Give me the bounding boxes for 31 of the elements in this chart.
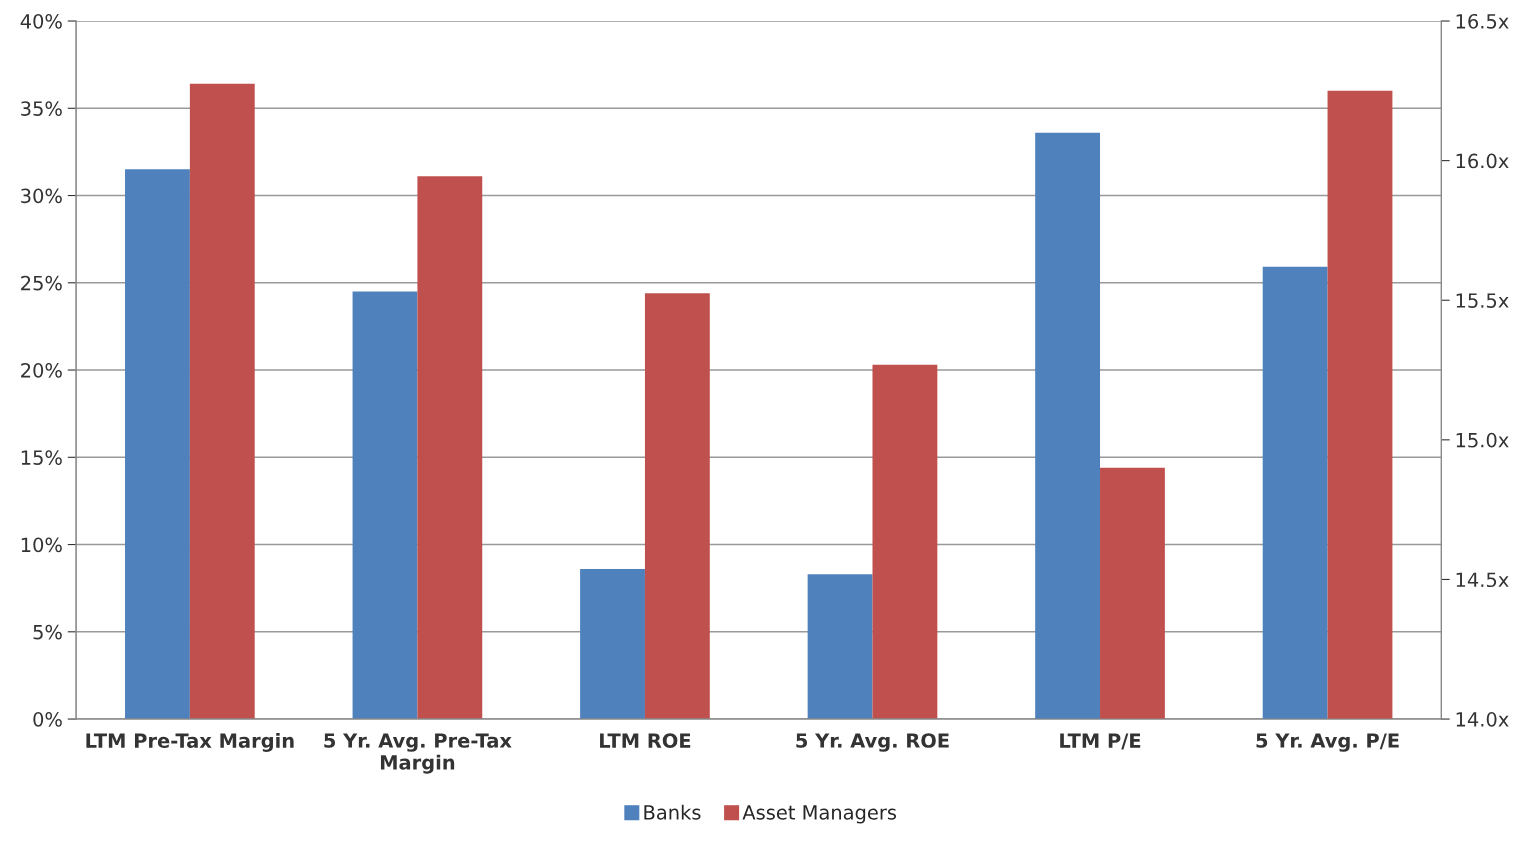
- y-tick-label: 5%: [33, 624, 62, 640]
- bar: [872, 364, 938, 720]
- x-tick-label: LTM P/E: [1060, 733, 1141, 750]
- bar: [807, 574, 873, 720]
- y2-tick-label: 14.0x: [1456, 712, 1509, 727]
- y2-tick-label: 14.5x: [1456, 572, 1509, 588]
- y2-tick-label: 15.0x: [1456, 432, 1509, 448]
- y2-tick-label: 16.0x: [1456, 153, 1509, 169]
- y-tick-label: 0%: [33, 712, 62, 727]
- bar: [417, 176, 483, 720]
- y-tick-label: 40%: [20, 13, 62, 29]
- y-tick-label: 35%: [21, 101, 62, 116]
- x-tick-label: 5 Yr. Avg. Pre-Tax Margin: [324, 733, 512, 774]
- bar: [189, 83, 255, 720]
- x-tick-label: 5 Yr. Avg. P/E: [1256, 733, 1399, 752]
- y-tick-label: 25%: [21, 275, 62, 291]
- x-tick-label: LTM ROE: [600, 733, 691, 748]
- y-tick-label: 10%: [21, 537, 62, 553]
- legend-label: Banks: [644, 804, 701, 820]
- x-tick-label: 5 Yr. Avg. ROE: [796, 733, 949, 752]
- y-tick-label: 20%: [21, 363, 62, 378]
- bar: [580, 568, 645, 720]
- bar: [125, 169, 190, 720]
- legend-label: Asset Managers: [742, 805, 897, 824]
- y2-tick-label: 16.5x: [1456, 13, 1509, 29]
- y-tick-label: 30%: [21, 188, 62, 204]
- y-tick-label: 15%: [21, 450, 62, 465]
- x-tick-label: LTM Pre-Tax Margin: [86, 732, 294, 752]
- y2-tick-label: 15.5x: [1456, 293, 1509, 308]
- bar: [644, 293, 710, 720]
- bar: [352, 291, 418, 720]
